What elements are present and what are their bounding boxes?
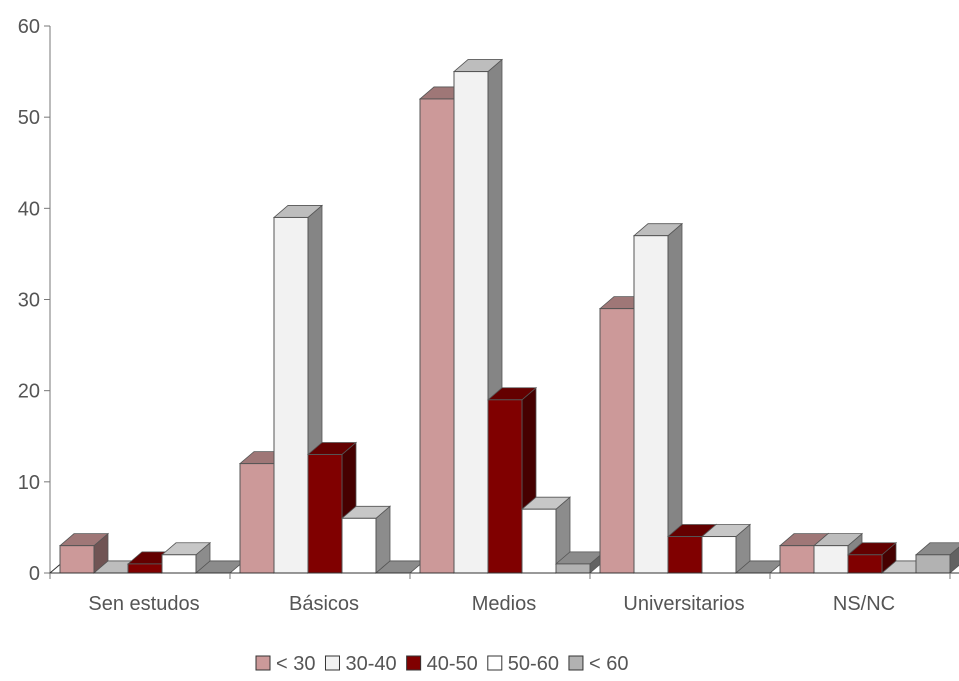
bar-front — [847, 554, 883, 574]
legend-label: 50-60 — [508, 653, 559, 675]
bar-front — [341, 517, 377, 574]
bar-front — [779, 545, 815, 574]
bar-top — [914, 542, 959, 556]
bar-front — [555, 563, 591, 574]
legend-item: 40-50 — [406, 653, 478, 675]
bar-front — [487, 399, 523, 574]
bar — [914, 542, 959, 574]
legend-swatch — [568, 655, 584, 671]
y-tick-label: 40 — [18, 198, 40, 220]
bar — [700, 523, 752, 574]
bar — [340, 505, 392, 574]
y-tick-label: 60 — [18, 16, 40, 38]
legend-item: 50-60 — [487, 653, 559, 675]
x-category-label: Básicos — [289, 593, 359, 615]
bar-front — [813, 545, 849, 574]
bar-front — [239, 463, 275, 574]
x-category-label: Sen estudos — [88, 593, 199, 615]
bar — [632, 222, 684, 574]
legend-label: < 30 — [276, 653, 315, 675]
legend-swatch — [406, 655, 422, 671]
legend-item: < 60 — [568, 653, 628, 675]
bar — [160, 541, 212, 574]
legend-swatch — [324, 655, 340, 671]
bar-front — [521, 508, 557, 574]
bar-front — [633, 235, 669, 574]
bar-front — [273, 216, 309, 574]
bar-front — [307, 453, 343, 574]
legend-swatch — [487, 655, 503, 671]
y-tick-label: 0 — [29, 563, 40, 585]
bar-front — [161, 554, 197, 574]
bar-front — [127, 563, 163, 574]
legend-label: < 60 — [589, 653, 628, 675]
legend-label: 30-40 — [345, 653, 396, 675]
y-tick-label: 30 — [18, 290, 40, 312]
bar-front — [667, 536, 703, 574]
bar — [520, 496, 572, 574]
bar-front — [419, 98, 455, 574]
x-category-label: Universitarios — [623, 593, 744, 615]
y-tick-label: 20 — [18, 381, 40, 403]
legend-item: 30-40 — [324, 653, 397, 675]
bar-front — [453, 71, 489, 574]
legend-swatch — [255, 655, 271, 671]
y-tick-label: 10 — [18, 472, 40, 494]
bar-side — [667, 222, 683, 574]
bar — [58, 532, 110, 574]
legend-label: 40-50 — [427, 653, 478, 675]
bar-front — [599, 308, 635, 574]
bar-front — [701, 536, 737, 574]
legend-item: < 30 — [255, 653, 315, 675]
bar-front — [59, 545, 95, 574]
y-tick-label: 50 — [18, 107, 40, 129]
x-category-label: NS/NC — [833, 593, 895, 615]
x-category-label: Medios — [472, 593, 536, 615]
bar-front — [915, 554, 951, 574]
